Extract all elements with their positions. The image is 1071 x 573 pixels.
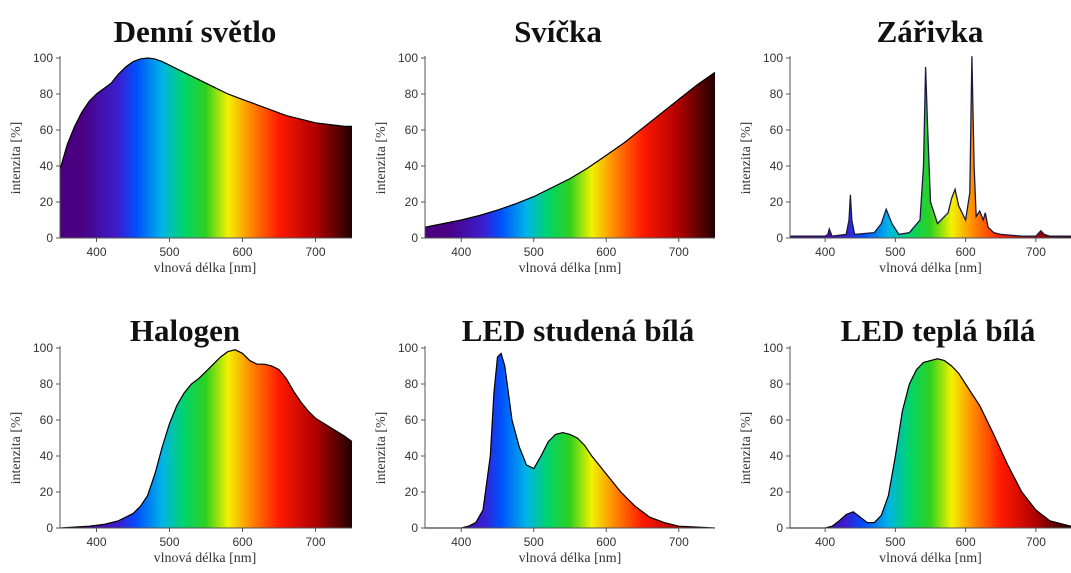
y-tick-label: 20 — [405, 485, 419, 499]
chart-title: Denní světlo — [114, 14, 277, 49]
x-axis-label: vlnová délka [nm] — [519, 261, 622, 276]
x-tick-label: 600 — [956, 245, 976, 259]
spectrum-area — [425, 353, 715, 528]
x-tick-label: 500 — [159, 245, 179, 259]
x-tick-label: 400 — [451, 245, 471, 259]
x-tick-label: 500 — [885, 535, 905, 549]
chart-title: Svíčka — [514, 14, 602, 49]
spectrum-outline — [59, 349, 353, 529]
x-tick-label: 700 — [305, 535, 325, 549]
y-tick-label: 0 — [46, 231, 53, 245]
y-tick-label: 40 — [770, 449, 784, 463]
x-tick-label: 700 — [669, 535, 689, 549]
y-tick-label: 0 — [411, 521, 418, 535]
chart-panel-4: Halogen 0 20 40 60 80 100 400 500 600 700 vlnová dé… — [9, 313, 353, 566]
x-tick-label: 600 — [596, 535, 616, 549]
y-tick-label: 60 — [40, 123, 54, 137]
y-tick-label: 40 — [405, 449, 419, 463]
spectrum-area — [60, 349, 352, 528]
y-tick-label: 80 — [40, 87, 54, 101]
y-axis-label: intenzita [%] — [9, 122, 24, 195]
spectrum-outline — [59, 57, 352, 170]
x-tick-label: 500 — [885, 245, 905, 259]
spectrum-outline — [790, 358, 1071, 529]
y-tick-label: 20 — [770, 195, 784, 209]
spectrum-area — [790, 358, 1071, 528]
y-tick-label: 60 — [770, 413, 784, 427]
chart-panel-6: LED teplá bílá 0 20 40 60 80 100 400 500 600 700 vl… — [739, 313, 1071, 566]
chart-panel-1: Denní světlo 0 20 40 60 80 100 400 500 600 700 vlno… — [9, 14, 352, 276]
chart-title: LED teplá bílá — [841, 313, 1036, 348]
y-tick-label: 0 — [46, 521, 53, 535]
y-tick-label: 100 — [763, 51, 783, 65]
x-tick-label: 500 — [524, 245, 544, 259]
y-tick-label: 100 — [398, 341, 418, 355]
y-tick-label: 60 — [40, 413, 54, 427]
x-tick-label: 400 — [86, 245, 106, 259]
x-tick-label: 400 — [815, 245, 835, 259]
x-axis-label: vlnová délka [nm] — [879, 261, 982, 276]
y-axis-label: intenzita [%] — [739, 122, 754, 195]
chart-panel-5: LED studená bílá 0 20 40 60 80 100 400 500 600 700… — [374, 313, 716, 566]
y-tick-label: 80 — [770, 87, 784, 101]
spectrum-outline — [424, 71, 716, 228]
x-tick-label: 600 — [232, 245, 252, 259]
x-tick-label: 400 — [86, 535, 106, 549]
y-tick-label: 100 — [398, 51, 418, 65]
x-tick-label: 400 — [815, 535, 835, 549]
y-axis-label: intenzita [%] — [9, 412, 24, 485]
x-tick-label: 700 — [305, 245, 325, 259]
y-tick-label: 40 — [770, 159, 784, 173]
spectrum-area — [790, 56, 1071, 239]
y-tick-label: 40 — [40, 159, 54, 173]
x-tick-label: 600 — [956, 535, 976, 549]
y-tick-label: 100 — [33, 341, 53, 355]
y-axis-label: intenzita [%] — [374, 122, 389, 195]
y-tick-label: 80 — [405, 87, 419, 101]
y-tick-label: 100 — [33, 51, 53, 65]
y-tick-label: 0 — [776, 521, 783, 535]
y-tick-label: 20 — [770, 485, 784, 499]
y-tick-label: 60 — [770, 123, 784, 137]
y-tick-label: 20 — [405, 195, 419, 209]
x-tick-label: 700 — [669, 245, 689, 259]
chart-title: Halogen — [130, 313, 240, 348]
chart-panel-2: Svíčka 0 20 40 60 80 100 400 500 600 700 vlnová dél… — [374, 14, 716, 276]
y-tick-label: 20 — [40, 485, 54, 499]
chart-title: Zářivka — [877, 14, 984, 49]
y-axis-label: intenzita [%] — [739, 412, 754, 485]
y-tick-label: 0 — [776, 231, 783, 245]
spectrum-outline — [425, 352, 716, 529]
y-tick-label: 80 — [405, 377, 419, 391]
chart-title: LED studená bílá — [462, 313, 695, 348]
y-tick-label: 20 — [40, 195, 54, 209]
y-tick-label: 40 — [40, 449, 54, 463]
y-axis-label: intenzita [%] — [374, 412, 389, 485]
y-tick-label: 0 — [411, 231, 418, 245]
x-tick-label: 600 — [232, 535, 252, 549]
x-axis-label: vlnová délka [nm] — [154, 261, 257, 276]
y-tick-label: 100 — [763, 341, 783, 355]
spectrum-area — [60, 58, 352, 238]
x-axis-label: vlnová délka [nm] — [519, 551, 622, 566]
x-tick-label: 500 — [159, 535, 179, 549]
x-tick-label: 500 — [524, 535, 544, 549]
spectrum-line — [790, 56, 1071, 237]
y-tick-label: 80 — [770, 377, 784, 391]
x-axis-label: vlnová délka [nm] — [879, 551, 982, 566]
x-axis-label: vlnová délka [nm] — [154, 551, 257, 566]
x-tick-label: 700 — [1026, 245, 1046, 259]
y-tick-label: 80 — [40, 377, 54, 391]
y-tick-label: 60 — [405, 123, 419, 137]
chart-panel-3: Zářivka 0 20 40 60 80 100 400 500 600 700 vlnová dé… — [739, 14, 1071, 276]
spectrum-area — [425, 72, 715, 239]
y-tick-label: 60 — [405, 413, 419, 427]
x-tick-label: 600 — [596, 245, 616, 259]
y-tick-label: 40 — [405, 159, 419, 173]
x-tick-label: 700 — [1026, 535, 1046, 549]
x-tick-label: 400 — [451, 535, 471, 549]
